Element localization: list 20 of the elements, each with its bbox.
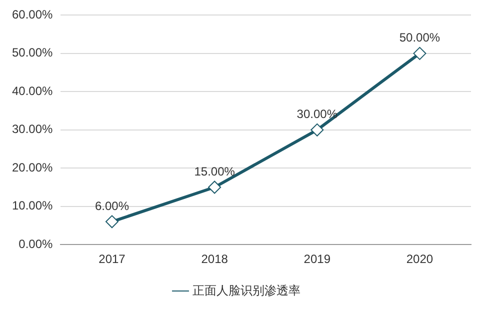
point	[208, 180, 222, 194]
point	[310, 123, 324, 136]
y-tick-label: 30.00%	[12, 122, 54, 136]
point	[105, 215, 118, 228]
legend-label: 正面人脸识别渗透率	[192, 283, 300, 298]
x-tick-label: 2020	[406, 252, 434, 266]
y-tick-label: 50.00%	[12, 46, 54, 60]
data-label: 6.00%	[94, 198, 130, 213]
x-tick-label: 2019	[304, 252, 331, 266]
y-tick-label: 0.00%	[18, 236, 54, 251]
data-label: 30.00%	[296, 107, 338, 122]
y-tick-label: 10.00%	[12, 198, 54, 213]
data-label: 15.00%	[194, 164, 236, 179]
x-tick-label: 2018	[201, 252, 228, 266]
y-tick-label: 40.00%	[12, 84, 54, 98]
data-label: 50.00%	[399, 30, 440, 45]
y-tick-label: 60.00%	[12, 8, 54, 22]
x-tick-label: 2017	[98, 252, 126, 266]
point	[413, 46, 426, 60]
y-tick-label: 20.00%	[12, 160, 54, 174]
